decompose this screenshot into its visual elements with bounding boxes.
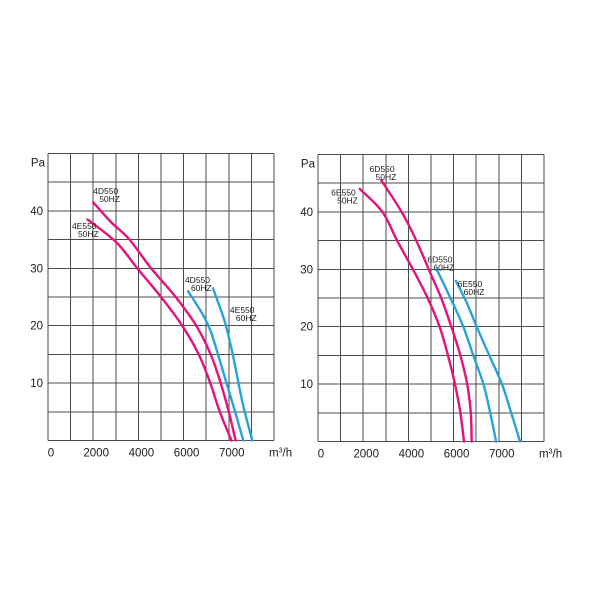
- curve-6E550-60HZ: [454, 279, 522, 443]
- curve-4D550-60HZ: [186, 290, 245, 442]
- y-tick-label: 20: [300, 322, 313, 334]
- y-axis-unit-label: Pa: [301, 159, 316, 171]
- grid: [317, 154, 545, 442]
- curve-4D550-50HZ: [92, 201, 237, 442]
- curve-label-6D550-50HZ: 6D550 50HZ: [370, 164, 397, 182]
- curve-label-4D550-60HZ: 4D550 60HZ: [185, 275, 212, 293]
- y-tick-label: 10: [300, 379, 313, 391]
- x-tick-label: 2000: [353, 449, 379, 461]
- x-tick-label: 0: [318, 449, 324, 461]
- y-tick-label: 10: [30, 378, 43, 390]
- x-tick-label: 6000: [174, 448, 200, 460]
- chart-4x550-performance: Pa 10 20 30 40 0 2000 4000 6000 7000 m3/h 4D550 50HZ…: [30, 153, 292, 460]
- curve-6D550-50HZ: [380, 179, 473, 443]
- y-tick-label: 20: [30, 321, 43, 333]
- x-tick-label: 6000: [444, 449, 470, 461]
- y-tick-label: 30: [30, 263, 43, 275]
- curve-4E550-50HZ: [86, 218, 233, 442]
- x-tick-label: 7000: [219, 448, 245, 460]
- curve-label-6E550-50HZ: 6E550 50HZ: [331, 188, 358, 206]
- x-tick-label: 7000: [489, 449, 515, 461]
- curve-6D550-60HZ: [435, 268, 498, 443]
- curve-4E550-60HZ: [211, 287, 254, 442]
- chart-6x550-performance: Pa 10 20 30 40 0 2000 4000 6000 7000 m3/h 6D550 50HZ…: [300, 154, 562, 461]
- x-tick-label: 2000: [83, 448, 109, 460]
- curve-6E550-50HZ: [358, 187, 466, 443]
- x-axis-unit-label: m3/h: [269, 448, 292, 460]
- y-axis-unit-label: Pa: [31, 158, 46, 170]
- curve-label-6E550-60HZ: 6E550 60HZ: [458, 279, 485, 297]
- x-tick-label: 4000: [399, 449, 425, 461]
- curve-label-6D550-60HZ: 6D550 60HZ: [427, 254, 454, 272]
- curve-label-4D550-50HZ: 4D550 50HZ: [93, 186, 120, 204]
- y-tick-label: 40: [30, 206, 43, 218]
- x-tick-label: 0: [48, 448, 54, 460]
- y-tick-label: 30: [300, 264, 313, 276]
- curve-label-4E550-60HZ: 4E550 60HZ: [230, 305, 257, 323]
- x-axis-unit-label: m3/h: [539, 449, 562, 461]
- x-tick-label: 4000: [129, 448, 155, 460]
- curve-label-4E550-50HZ: 4E550 50HZ: [72, 221, 99, 239]
- y-tick-label: 40: [300, 207, 313, 219]
